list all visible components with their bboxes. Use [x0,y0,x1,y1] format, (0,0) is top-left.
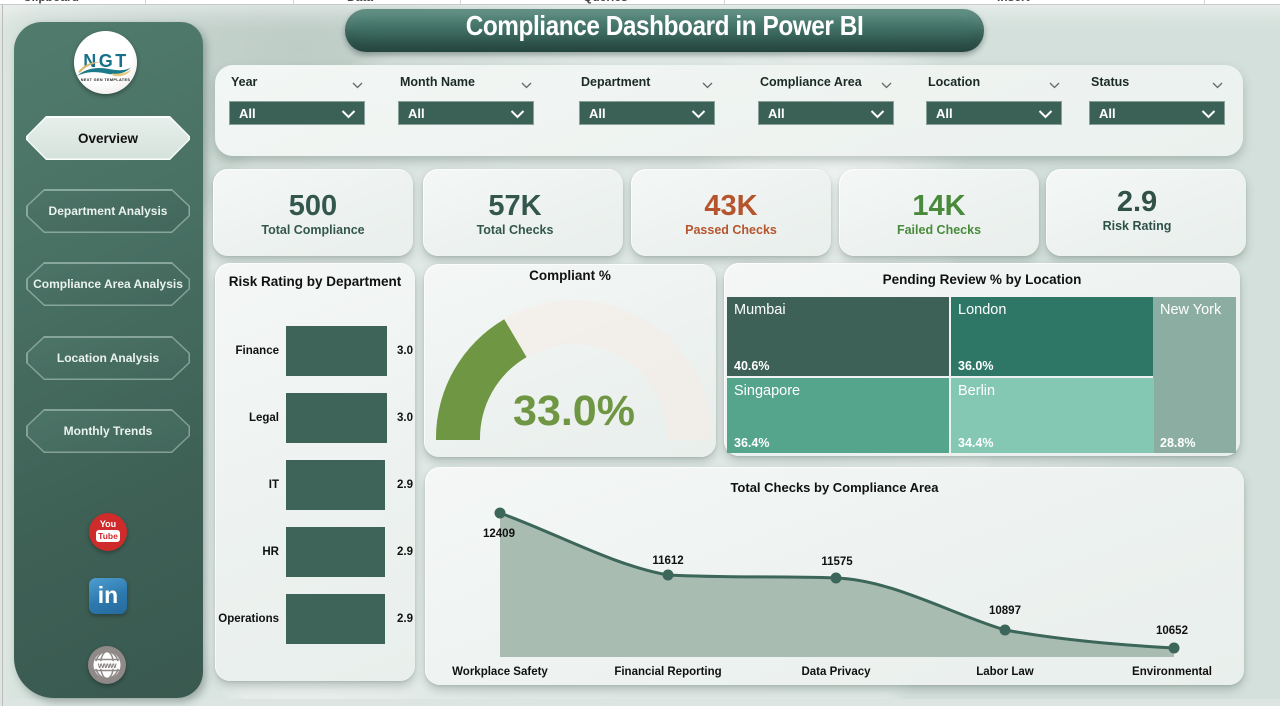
svg-text:11612: 11612 [652,555,683,567]
svg-text:NGT: NGT [83,51,129,71]
svg-text:Financial Reporting: Financial Reporting [614,666,721,678]
svg-text:33.0%: 33.0% [513,387,635,435]
svg-text:10652: 10652 [1156,625,1188,637]
svg-text:Labor Law: Labor Law [976,666,1034,678]
svg-text:12409: 12409 [483,528,515,540]
svg-text:www: www [97,660,117,670]
svg-text:11575: 11575 [821,556,853,568]
svg-text:Environmental: Environmental [1132,666,1212,678]
svg-text:NEXT GEN TEMPLATES: NEXT GEN TEMPLATES [81,78,131,82]
svg-text:10897: 10897 [989,605,1021,617]
svg-text:Workplace Safety: Workplace Safety [452,666,548,678]
svg-text:Data Privacy: Data Privacy [801,666,871,678]
